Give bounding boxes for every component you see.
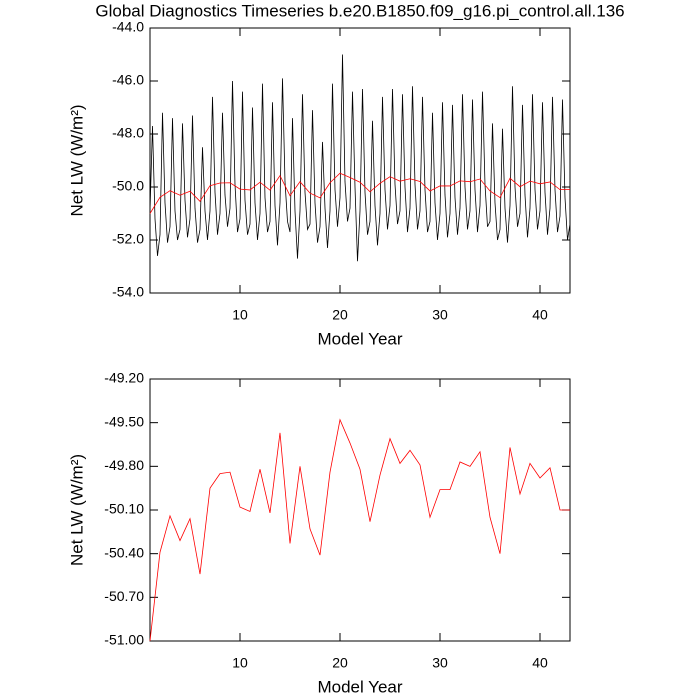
- y-tick-label: -50.40: [104, 544, 144, 560]
- y-axis-label: Net LW (W/m²): [67, 104, 86, 216]
- y-tick-label: -49.80: [104, 457, 144, 473]
- x-tick-label: 10: [232, 655, 248, 671]
- y-tick-label: -48.0: [112, 125, 144, 141]
- y-tick-label: -46.0: [112, 72, 144, 88]
- y-tick-label: -49.20: [104, 370, 144, 386]
- y-tick-label: -51.00: [104, 632, 144, 648]
- y-tick-label: -44.0: [112, 19, 144, 35]
- data-line: [149, 172, 570, 214]
- x-tick-label: 10: [232, 307, 248, 323]
- x-axis-label: Model Year: [317, 329, 402, 348]
- x-tick-label: 40: [532, 307, 548, 323]
- plot-frame: [149, 27, 571, 294]
- data-line: [149, 54, 571, 262]
- y-axis-label: Net LW (W/m²): [67, 454, 86, 566]
- x-tick-label: 20: [332, 655, 348, 671]
- plot-frame: [149, 378, 571, 642]
- x-axis-label: Model Year: [317, 677, 402, 696]
- x-tick-label: 20: [332, 307, 348, 323]
- y-tick-label: -50.70: [104, 588, 144, 604]
- data-line: [149, 418, 570, 642]
- x-tick-label: 30: [432, 655, 448, 671]
- y-tick-label: -50.0: [112, 178, 144, 194]
- y-tick-label: -49.50: [104, 413, 144, 429]
- x-tick-label: 40: [532, 655, 548, 671]
- chart-title: Global Diagnostics Timeseries b.e20.B185…: [95, 1, 624, 20]
- y-tick-label: -54.0: [112, 284, 144, 300]
- y-tick-label: -50.10: [104, 501, 144, 517]
- y-tick-label: -52.0: [112, 231, 144, 247]
- x-tick-label: 30: [432, 307, 448, 323]
